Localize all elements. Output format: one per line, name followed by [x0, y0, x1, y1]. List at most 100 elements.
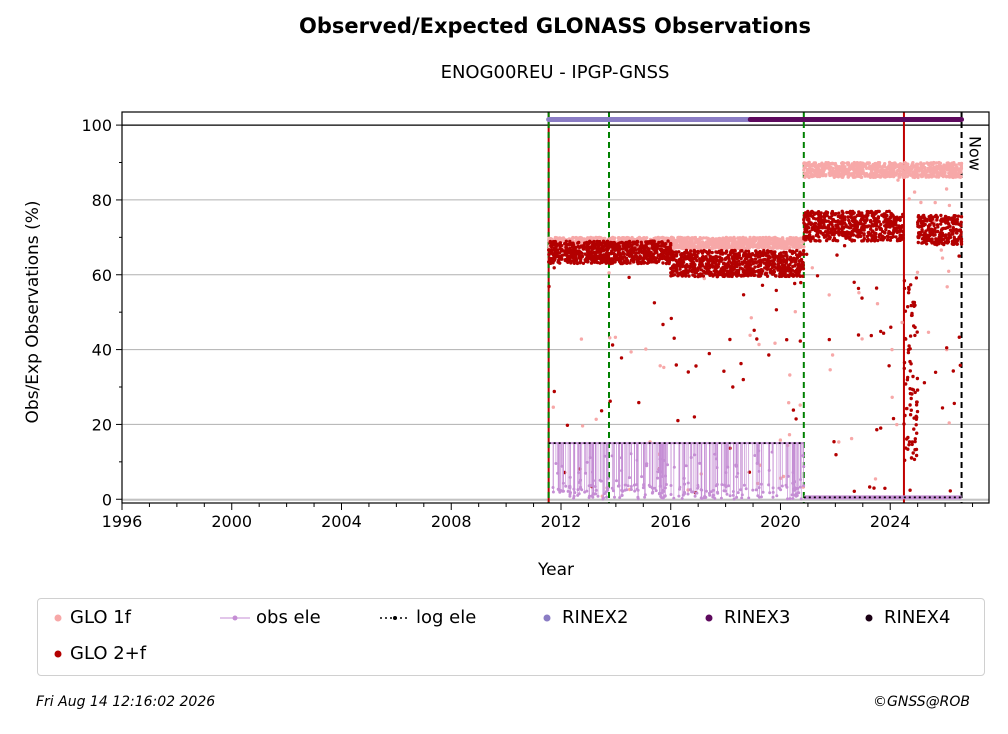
data-point — [613, 257, 618, 261]
data-point — [688, 252, 693, 256]
data-point — [915, 162, 919, 166]
data-point — [576, 237, 580, 241]
data-point — [608, 336, 612, 340]
data-point — [860, 164, 864, 168]
data-point — [915, 330, 919, 334]
data-point — [754, 261, 758, 265]
data-point — [788, 262, 792, 267]
data-point — [885, 238, 890, 242]
data-point — [773, 250, 777, 254]
data-point — [908, 403, 912, 407]
data-point — [607, 237, 612, 241]
data-point — [874, 227, 879, 232]
data-point — [895, 422, 899, 427]
data-point — [757, 259, 761, 263]
data-point — [888, 238, 893, 242]
data-point — [687, 274, 691, 278]
data-point — [898, 238, 902, 242]
data-point — [741, 293, 746, 297]
data-point — [755, 337, 759, 341]
data-point — [875, 428, 879, 432]
data-point — [857, 222, 862, 226]
data-point — [722, 237, 726, 242]
data-point — [693, 274, 697, 279]
data-point — [803, 175, 807, 179]
data-point — [908, 413, 913, 417]
data-point — [912, 457, 917, 462]
data-point — [656, 235, 660, 240]
data-point — [852, 280, 856, 284]
obs-ele-point — [759, 482, 763, 486]
data-point — [689, 249, 693, 253]
data-point — [932, 160, 936, 165]
data-point — [785, 239, 789, 243]
data-point — [704, 266, 708, 271]
data-point — [896, 178, 900, 182]
data-point — [901, 214, 905, 219]
data-point — [869, 220, 873, 224]
data-point — [817, 162, 821, 167]
obs-ele-point — [777, 486, 781, 490]
data-point — [903, 167, 908, 171]
obs-ele-point — [605, 495, 609, 499]
obs-ele-point — [564, 484, 568, 488]
data-point — [741, 239, 746, 244]
data-point — [620, 261, 625, 266]
data-point — [551, 405, 555, 409]
data-point — [753, 253, 757, 258]
data-point — [675, 252, 679, 257]
data-point — [959, 164, 963, 168]
data-point — [939, 213, 943, 218]
data-point — [614, 253, 619, 257]
data-point — [618, 247, 622, 252]
data-point — [720, 252, 725, 256]
data-point — [737, 251, 741, 255]
data-point — [662, 236, 666, 240]
data-point — [852, 489, 856, 493]
data-point — [686, 236, 690, 240]
data-point — [639, 240, 643, 244]
data-point — [876, 215, 881, 219]
data-point — [798, 403, 802, 407]
data-point — [774, 245, 778, 249]
data-point — [747, 261, 751, 266]
data-point — [795, 237, 799, 242]
data-point — [591, 236, 595, 240]
data-point — [916, 173, 920, 177]
data-point — [707, 351, 711, 356]
data-point — [698, 236, 703, 241]
data-point — [647, 259, 651, 263]
data-point — [607, 246, 611, 250]
data-point — [835, 253, 839, 257]
data-point — [685, 245, 689, 249]
data-point — [622, 238, 626, 242]
data-point — [893, 222, 897, 226]
data-point — [857, 291, 861, 295]
data-point — [737, 241, 741, 245]
data-point — [959, 224, 963, 228]
data-point — [739, 361, 743, 366]
data-point — [676, 236, 680, 240]
data-point — [957, 335, 961, 339]
data-point — [908, 391, 913, 396]
data-point — [684, 274, 688, 278]
data-point — [900, 320, 904, 325]
data-point — [896, 168, 900, 173]
data-point — [594, 417, 598, 421]
data-point — [854, 161, 859, 166]
data-point — [661, 322, 665, 327]
obs-ele-point — [623, 488, 627, 492]
data-point — [806, 169, 810, 173]
data-point — [715, 266, 719, 270]
data-point — [851, 229, 856, 233]
data-point — [831, 225, 835, 229]
data-point — [874, 231, 878, 236]
data-point — [666, 260, 670, 264]
data-point — [933, 226, 937, 231]
data-point — [627, 241, 631, 246]
data-point — [902, 422, 906, 426]
data-point — [842, 161, 846, 165]
data-point — [632, 237, 636, 241]
data-point — [751, 245, 755, 249]
data-point — [934, 161, 939, 165]
